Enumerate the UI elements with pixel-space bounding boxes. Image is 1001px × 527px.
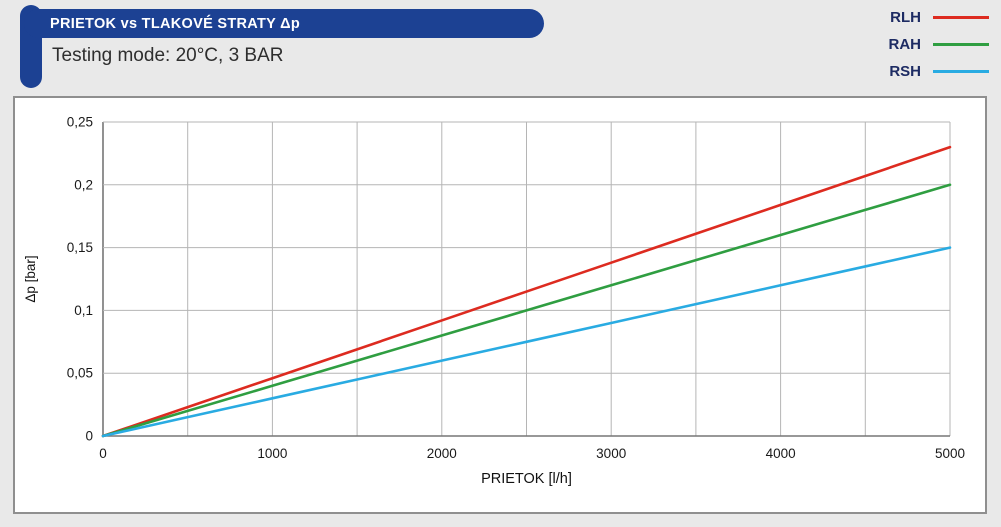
x-tick-label: 5000 [935, 446, 965, 461]
y-tick-label: 0,1 [74, 303, 93, 318]
legend-label: RSH [889, 63, 921, 80]
x-tick-label: 0 [99, 446, 107, 461]
y-axis-title: Δp [bar] [23, 255, 38, 302]
legend-line-swatch [933, 70, 989, 73]
legend: RLH RAH RSH [888, 4, 989, 85]
x-axis-title: PRIETOK [l/h] [481, 471, 572, 487]
y-tick-label: 0,2 [74, 177, 93, 192]
series-line-rah [101, 183, 952, 438]
legend-item: RSH [889, 58, 989, 85]
x-tick-label: 1000 [257, 446, 287, 461]
x-tick-label: 2000 [427, 446, 457, 461]
legend-item: RAH [888, 31, 989, 58]
y-tick-label: 0 [85, 429, 93, 444]
series-line-rlh [101, 145, 952, 438]
x-tick-label: 3000 [596, 446, 626, 461]
flow-pressure-chart: 0 1000 2000 3000 4000 5000 0 0,05 0,1 0,15 0,2 0,25… [23, 115, 965, 488]
page-title: PRIETOK vs TLAKOVÉ STRATY Δp [50, 15, 301, 32]
y-tick-label: 0,25 [67, 115, 93, 130]
legend-item: RLH [889, 4, 989, 31]
legend-label: RAH [888, 36, 922, 53]
testing-mode-subtitle: Testing mode: 20°C, 3 BAR [52, 45, 284, 66]
legend-label: RLH [890, 9, 921, 26]
legend-line-swatch [933, 43, 989, 46]
title-banner: PRIETOK vs TLAKOVÉ STRATY Δp [24, 9, 544, 38]
series-line-rsh [101, 246, 952, 438]
y-tick-label: 0,15 [67, 240, 93, 255]
chart-panel: 0 1000 2000 3000 4000 5000 0 0,05 0,1 0,15 0,2 0,25… [13, 96, 987, 514]
legend-line-swatch [933, 16, 989, 19]
x-tick-label: 4000 [766, 446, 796, 461]
y-tick-label: 0,05 [67, 366, 93, 381]
